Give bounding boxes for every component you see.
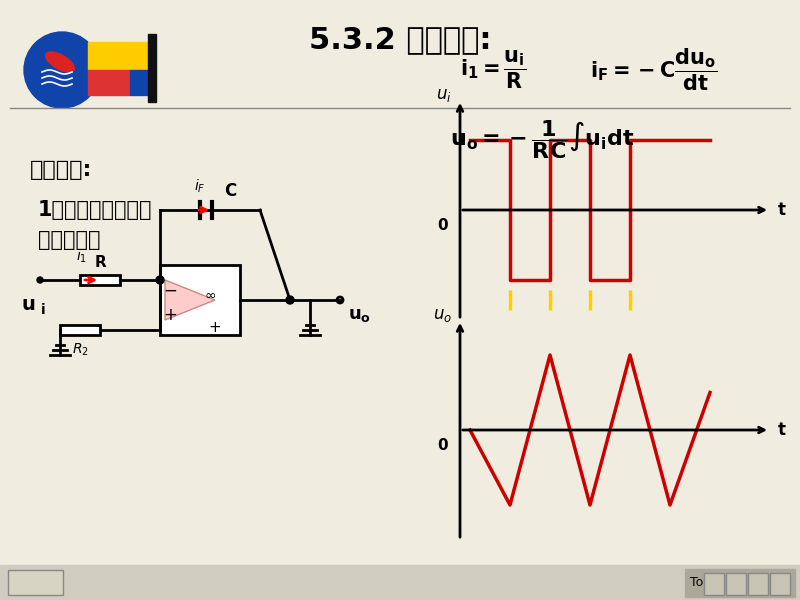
Text: 5.3.2 积分运算:: 5.3.2 积分运算: — [309, 25, 491, 55]
Text: $i_1$: $i_1$ — [77, 248, 87, 265]
Text: R: R — [94, 255, 106, 270]
Bar — [685, 569, 795, 597]
Text: 0: 0 — [438, 218, 448, 233]
Bar — [8, 570, 63, 595]
Text: $-$: $-$ — [163, 281, 177, 299]
Text: $\mathbf{i_1 = \dfrac{u_i}{R}}$: $\mathbf{i_1 = \dfrac{u_i}{R}}$ — [460, 49, 526, 91]
Bar — [0, 565, 800, 600]
Text: C: C — [224, 182, 236, 200]
Bar — [148, 34, 156, 102]
Circle shape — [37, 277, 43, 283]
Bar — [60, 325, 100, 335]
Text: $+$: $+$ — [209, 320, 222, 335]
Circle shape — [156, 276, 164, 284]
Text: 0: 0 — [438, 438, 448, 453]
Text: $\mathbf{u_o = -\dfrac{1}{RC}\int u_i dt}$: $\mathbf{u_o = -\dfrac{1}{RC}\int u_i dt… — [450, 119, 634, 161]
Text: 是三角波。: 是三角波。 — [38, 230, 101, 250]
Text: 应用举例:: 应用举例: — [30, 160, 92, 180]
Bar — [88, 70, 130, 95]
Text: $\mathbf{i_F = -C\dfrac{du_o}{dt}}$: $\mathbf{i_F = -C\dfrac{du_o}{dt}}$ — [590, 47, 717, 93]
Circle shape — [24, 32, 100, 108]
Bar — [130, 70, 152, 95]
Text: 1、输入方波，输出: 1、输入方波，输出 — [38, 200, 153, 220]
Text: $\infty$: $\infty$ — [204, 288, 216, 302]
Bar — [726, 573, 746, 595]
Text: $u_o$: $u_o$ — [433, 306, 452, 324]
Text: $i_F$: $i_F$ — [194, 178, 206, 195]
Bar — [704, 573, 724, 595]
Bar — [160, 265, 240, 335]
Text: $u_i$: $u_i$ — [436, 86, 452, 104]
Text: $+$: $+$ — [163, 306, 177, 324]
Bar — [80, 275, 120, 285]
Text: $\mathbf{u_o}$: $\mathbf{u_o}$ — [348, 306, 371, 324]
Bar — [88, 42, 130, 70]
Bar — [130, 42, 152, 70]
Text: Tools: Tools — [690, 577, 721, 589]
Text: $\mathbf{u}$: $\mathbf{u}$ — [21, 295, 35, 314]
Text: $R_2$: $R_2$ — [71, 342, 89, 358]
Polygon shape — [165, 280, 215, 320]
Text: t: t — [778, 201, 786, 219]
Ellipse shape — [46, 52, 74, 72]
Text: $\mathbf{i}$: $\mathbf{i}$ — [40, 302, 46, 317]
Bar — [748, 573, 768, 595]
Bar — [770, 573, 790, 595]
Circle shape — [286, 296, 294, 304]
Text: t: t — [778, 421, 786, 439]
